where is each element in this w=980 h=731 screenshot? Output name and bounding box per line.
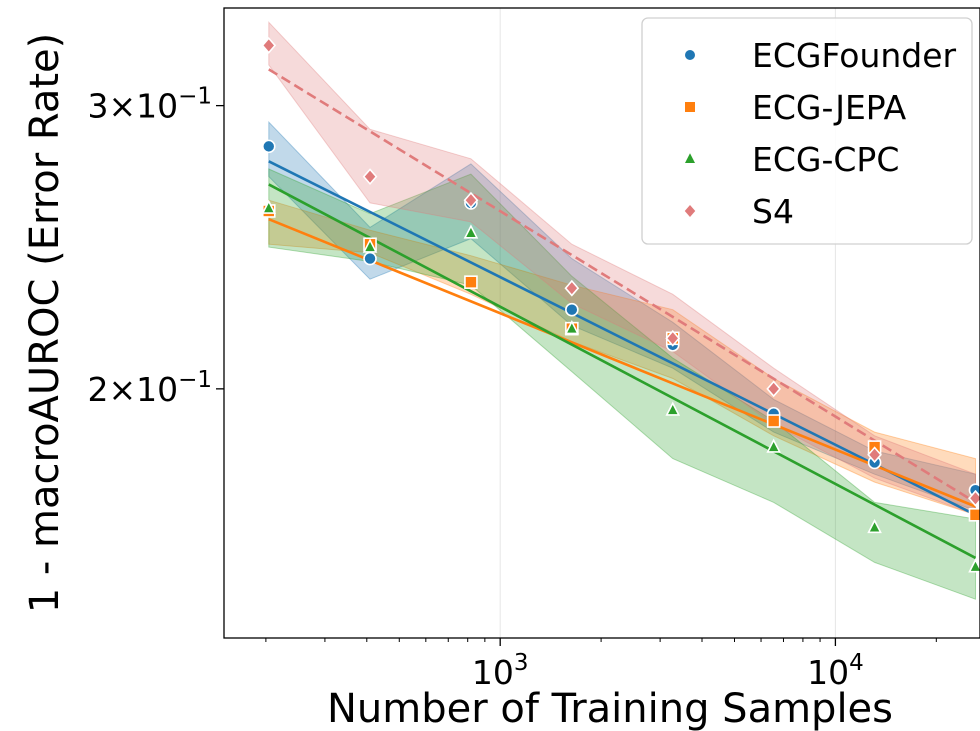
point-s4 <box>766 380 782 398</box>
x-tick-label: 103 <box>472 650 529 692</box>
x-axis-label: Number of Training Samples <box>327 686 893 731</box>
point-ecg-cpc <box>968 558 980 573</box>
legend-marker-ecgfounder <box>685 50 695 60</box>
point-ecg-jepa <box>766 414 781 428</box>
point-ecg-cpc <box>463 224 479 239</box>
y-tick-label: 3×10−1 <box>87 84 212 126</box>
y-axis: 2×10−1 3×10−1 <box>87 84 224 409</box>
point-s4 <box>665 329 681 347</box>
legend: ECGFounder ECG-JEPA ECG-CPC S4 <box>641 17 973 245</box>
fit-line-ecg-jepa <box>268 217 976 508</box>
fit-line-s4 <box>268 68 977 504</box>
point-s4 <box>463 191 479 209</box>
y-tick-label: 2×10−1 <box>87 367 212 409</box>
legend-label: ECGFounder <box>752 36 957 75</box>
point-ecg-cpc <box>665 401 681 416</box>
point-ecg-jepa <box>464 275 478 289</box>
point-ecg-cpc <box>564 320 580 335</box>
plot-frame <box>223 7 980 639</box>
point-ecgfounder <box>363 251 377 266</box>
point-ecg-cpc <box>867 518 882 534</box>
legend-label: ECG-CPC <box>752 140 899 179</box>
point-s4 <box>564 279 580 297</box>
point-ecgfounder <box>565 302 579 317</box>
fit-line-ecgfounder <box>268 160 977 516</box>
fit-line-ecg-cpc <box>268 183 977 560</box>
point-ecgfounder <box>261 139 276 154</box>
legend-box <box>641 17 973 245</box>
point-ecg-cpc <box>362 238 378 253</box>
legend-marker-s4 <box>684 205 696 217</box>
data-markers <box>261 37 980 573</box>
point-s4 <box>362 168 378 186</box>
x-axis: 103 104 <box>265 638 937 692</box>
fit-lines <box>268 68 977 560</box>
point-s4 <box>261 37 277 54</box>
legend-label: S4 <box>752 192 794 231</box>
legend-marker-ecg-jepa <box>685 102 695 112</box>
y-axis-label: 1 - macroAUROC (Error Rate) <box>22 33 68 614</box>
legend-label: ECG-JEPA <box>752 88 907 127</box>
x-tick-label: 104 <box>807 650 864 692</box>
point-ecg-cpc <box>766 438 781 453</box>
point-s4 <box>867 446 882 464</box>
point-ecg-cpc <box>261 199 277 214</box>
point-ecg-jepa <box>968 508 980 522</box>
legend-marker-ecg-cpc <box>685 153 695 163</box>
